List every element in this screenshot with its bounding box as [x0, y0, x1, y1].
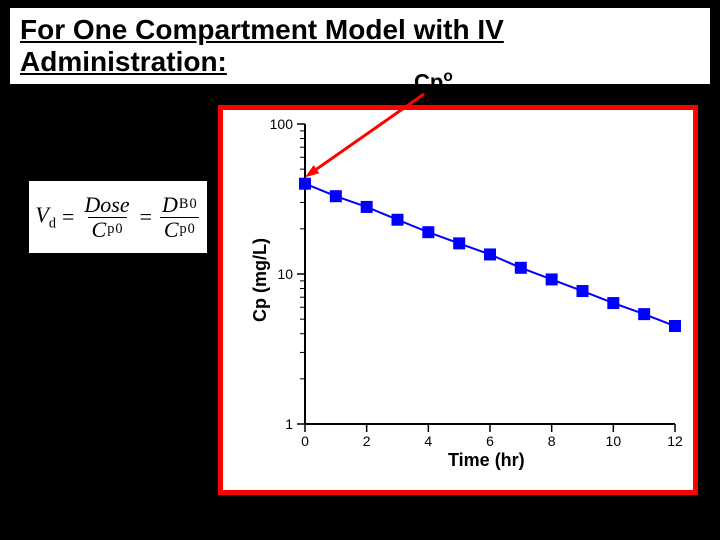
slide-root: { "title": "For One Compartment Model wi…: [0, 0, 720, 540]
svg-text:0: 0: [301, 433, 309, 449]
chart-svg-overlay: 0 2 4 6 8 10 12 1 10 100: [0, 0, 720, 540]
svg-text:12: 12: [667, 433, 683, 449]
x-axis-label: Time (hr): [448, 450, 525, 471]
svg-text:1: 1: [285, 416, 293, 432]
svg-text:2: 2: [363, 433, 371, 449]
svg-text:10: 10: [606, 433, 622, 449]
svg-text:8: 8: [548, 433, 556, 449]
svg-text:10: 10: [277, 266, 293, 282]
y-axis-label: Cp (mg/L): [250, 238, 271, 322]
svg-text:100: 100: [270, 116, 294, 132]
svg-text:6: 6: [486, 433, 494, 449]
svg-text:4: 4: [424, 433, 432, 449]
